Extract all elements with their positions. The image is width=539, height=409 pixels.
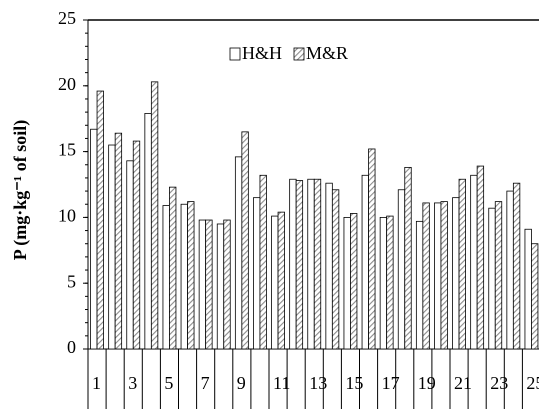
- x-tick-label: 25: [526, 373, 539, 393]
- bar: [488, 207, 496, 350]
- y-axis-label: P (mg·kg⁻¹ of soil): [10, 120, 31, 260]
- bar: [350, 213, 358, 350]
- y-tick-label: 5: [67, 271, 76, 291]
- y-tick-label: 15: [58, 140, 76, 160]
- x-tick-label: 23: [490, 373, 508, 393]
- bar: [234, 156, 243, 350]
- bar: [404, 166, 412, 350]
- x-tick-label: 11: [273, 373, 290, 393]
- bar: [96, 90, 104, 350]
- y-tick-label: 0: [67, 337, 76, 357]
- bar: [368, 148, 376, 350]
- bar: [325, 182, 333, 350]
- bar: [397, 189, 406, 350]
- bar: [531, 243, 539, 350]
- bar: [180, 203, 188, 350]
- bar: [476, 165, 485, 350]
- bar: [452, 197, 460, 350]
- bar: [494, 201, 503, 350]
- bar: [512, 182, 521, 350]
- bar: [307, 178, 315, 350]
- bar: [379, 216, 388, 350]
- legend-swatch: [293, 47, 305, 61]
- bar: [277, 211, 285, 350]
- bar: [434, 202, 442, 350]
- bar: [506, 190, 514, 350]
- bar: [90, 128, 98, 350]
- x-tick-label: 5: [164, 373, 173, 393]
- bar: [205, 219, 213, 350]
- bar: [422, 202, 430, 350]
- bar: [223, 219, 231, 350]
- x-tick-label: 17: [382, 373, 400, 393]
- bar: [187, 201, 195, 350]
- legend-label: M&R: [306, 43, 348, 63]
- x-tick-label: 19: [418, 373, 436, 393]
- x-tick-label: 1: [92, 373, 101, 393]
- bar: [198, 219, 207, 350]
- y-tick-label: 20: [58, 74, 76, 94]
- bar: [108, 144, 116, 350]
- bar: [216, 223, 225, 350]
- bar: [343, 216, 351, 350]
- bar: [524, 228, 532, 350]
- legend-label: H&H: [242, 43, 282, 63]
- bar: [313, 178, 322, 350]
- y-tick-label: 10: [58, 206, 76, 226]
- x-tick-label: 7: [201, 373, 210, 393]
- bar: [458, 178, 466, 350]
- x-tick-label: 3: [128, 373, 137, 393]
- bar: [253, 197, 261, 350]
- bar: [144, 113, 152, 350]
- bar: [415, 220, 424, 350]
- bar: [126, 160, 134, 350]
- bar: [386, 215, 394, 350]
- bar: [470, 174, 478, 350]
- bar: [440, 201, 448, 350]
- y-tick-label: 25: [58, 8, 76, 28]
- x-tick-label: 15: [345, 373, 363, 393]
- bar: [259, 174, 267, 350]
- x-tick-label: 21: [454, 373, 472, 393]
- x-tick-label: 9: [237, 373, 246, 393]
- bar: [169, 186, 177, 350]
- bar: [361, 174, 369, 350]
- bar: [271, 215, 279, 350]
- bar: [289, 178, 297, 350]
- bar: [241, 131, 249, 350]
- legend-swatch: [229, 47, 241, 61]
- bar: [295, 180, 304, 350]
- bar: [150, 81, 159, 350]
- bar: [114, 132, 123, 350]
- bar: [162, 205, 170, 350]
- x-tick-label: 13: [309, 373, 327, 393]
- bar: [331, 189, 340, 350]
- bar: [132, 140, 141, 350]
